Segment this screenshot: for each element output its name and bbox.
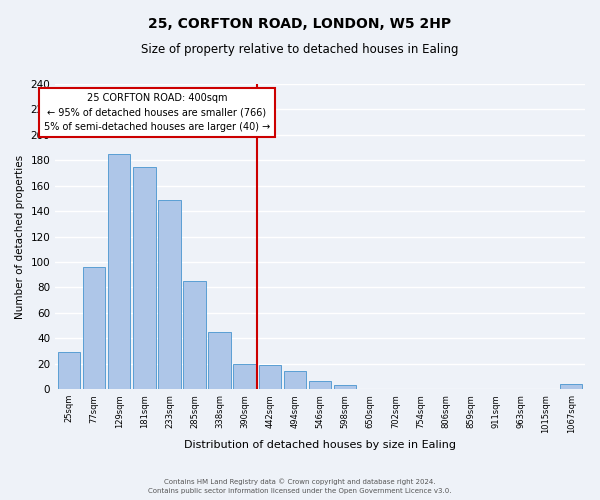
Text: Contains HM Land Registry data © Crown copyright and database right 2024.: Contains HM Land Registry data © Crown c… bbox=[164, 478, 436, 485]
Text: 25, CORFTON ROAD, LONDON, W5 2HP: 25, CORFTON ROAD, LONDON, W5 2HP bbox=[148, 18, 452, 32]
Bar bbox=[183, 281, 206, 389]
Bar bbox=[309, 382, 331, 389]
Y-axis label: Number of detached properties: Number of detached properties bbox=[15, 154, 25, 318]
X-axis label: Distribution of detached houses by size in Ealing: Distribution of detached houses by size … bbox=[184, 440, 456, 450]
Bar bbox=[560, 384, 583, 389]
Bar bbox=[58, 352, 80, 389]
Bar bbox=[334, 386, 356, 389]
Text: Contains public sector information licensed under the Open Government Licence v3: Contains public sector information licen… bbox=[148, 488, 452, 494]
Bar bbox=[233, 364, 256, 389]
Bar bbox=[208, 332, 231, 389]
Bar bbox=[158, 200, 181, 389]
Text: 25 CORFTON ROAD: 400sqm
← 95% of detached houses are smaller (766)
5% of semi-de: 25 CORFTON ROAD: 400sqm ← 95% of detache… bbox=[44, 93, 270, 132]
Bar bbox=[284, 372, 306, 389]
Bar bbox=[259, 365, 281, 389]
Bar bbox=[108, 154, 130, 389]
Text: Size of property relative to detached houses in Ealing: Size of property relative to detached ho… bbox=[141, 42, 459, 56]
Bar bbox=[83, 267, 106, 389]
Bar bbox=[133, 166, 155, 389]
